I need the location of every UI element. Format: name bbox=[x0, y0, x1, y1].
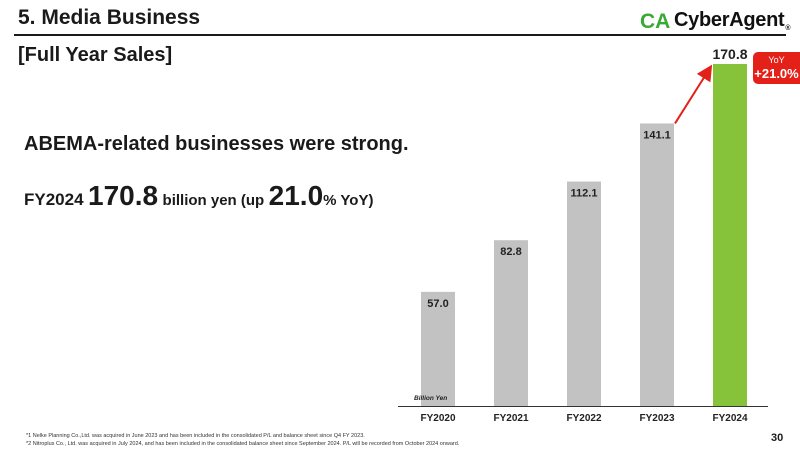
logo-text: CyberAgent® bbox=[674, 8, 791, 32]
value-label-fy2020: 57.0 bbox=[427, 298, 448, 310]
category-label-fy2022: FY2022 bbox=[566, 413, 601, 424]
bar-fy2020 bbox=[421, 291, 455, 406]
category-label-fy2020: FY2020 bbox=[420, 413, 455, 424]
cyberagent-logo: CA CyberAgent® bbox=[640, 6, 791, 34]
ca-logo-mark: CA bbox=[640, 10, 670, 31]
title-divider bbox=[14, 34, 786, 36]
yoy-label: YoY bbox=[768, 55, 785, 65]
registered-mark: ® bbox=[785, 24, 791, 32]
summary-value: 170.8 bbox=[88, 180, 159, 211]
value-label-fy2024: 170.8 bbox=[712, 46, 747, 62]
value-label-fy2023: 141.1 bbox=[643, 129, 671, 141]
bar-fy2022 bbox=[567, 181, 601, 406]
value-label-fy2022: 112.1 bbox=[571, 188, 598, 200]
summary-growth: 21.0 bbox=[268, 180, 324, 211]
bar-fy2024 bbox=[713, 64, 747, 406]
section-title: [Full Year Sales] bbox=[18, 44, 173, 66]
footnotes: *1 Nelke Planning Co.,Ltd. was acquired … bbox=[26, 432, 459, 448]
logo-mark-text: CA bbox=[640, 10, 670, 31]
category-label-fy2021: FY2021 bbox=[493, 413, 528, 424]
summary-unit: billion yen (up bbox=[162, 192, 265, 209]
growth-arrow bbox=[674, 64, 713, 125]
logo-wordmark: CyberAgent bbox=[674, 8, 785, 31]
yoy-badge: YoY +21.0% bbox=[753, 52, 800, 84]
bar-fy2023 bbox=[640, 123, 674, 407]
summary-prefix: FY2024 bbox=[24, 190, 84, 209]
footnote-2: *2 Nitroplus Co., Ltd. was acquired in J… bbox=[26, 441, 460, 447]
category-label-fy2024: FY2024 bbox=[712, 413, 747, 424]
page-number: 30 bbox=[771, 432, 784, 444]
summary-line: FY2024 170.8 billion yen (up 21.0% YoY) bbox=[24, 180, 373, 212]
yoy-value: +21.0% bbox=[754, 66, 799, 81]
headline: ABEMA-related businesses were strong. bbox=[24, 133, 409, 155]
category-label-fy2023: FY2023 bbox=[639, 413, 674, 424]
summary-growth-suffix: % YoY) bbox=[323, 192, 374, 209]
page-title: 5. Media Business bbox=[18, 6, 201, 29]
unit-label: Billion Yen bbox=[414, 395, 447, 402]
footnote-1: *1 Nelke Planning Co.,Ltd. was acquired … bbox=[26, 433, 365, 439]
bar-fy2021 bbox=[494, 240, 528, 406]
value-label-fy2021: 82.8 bbox=[500, 246, 521, 258]
